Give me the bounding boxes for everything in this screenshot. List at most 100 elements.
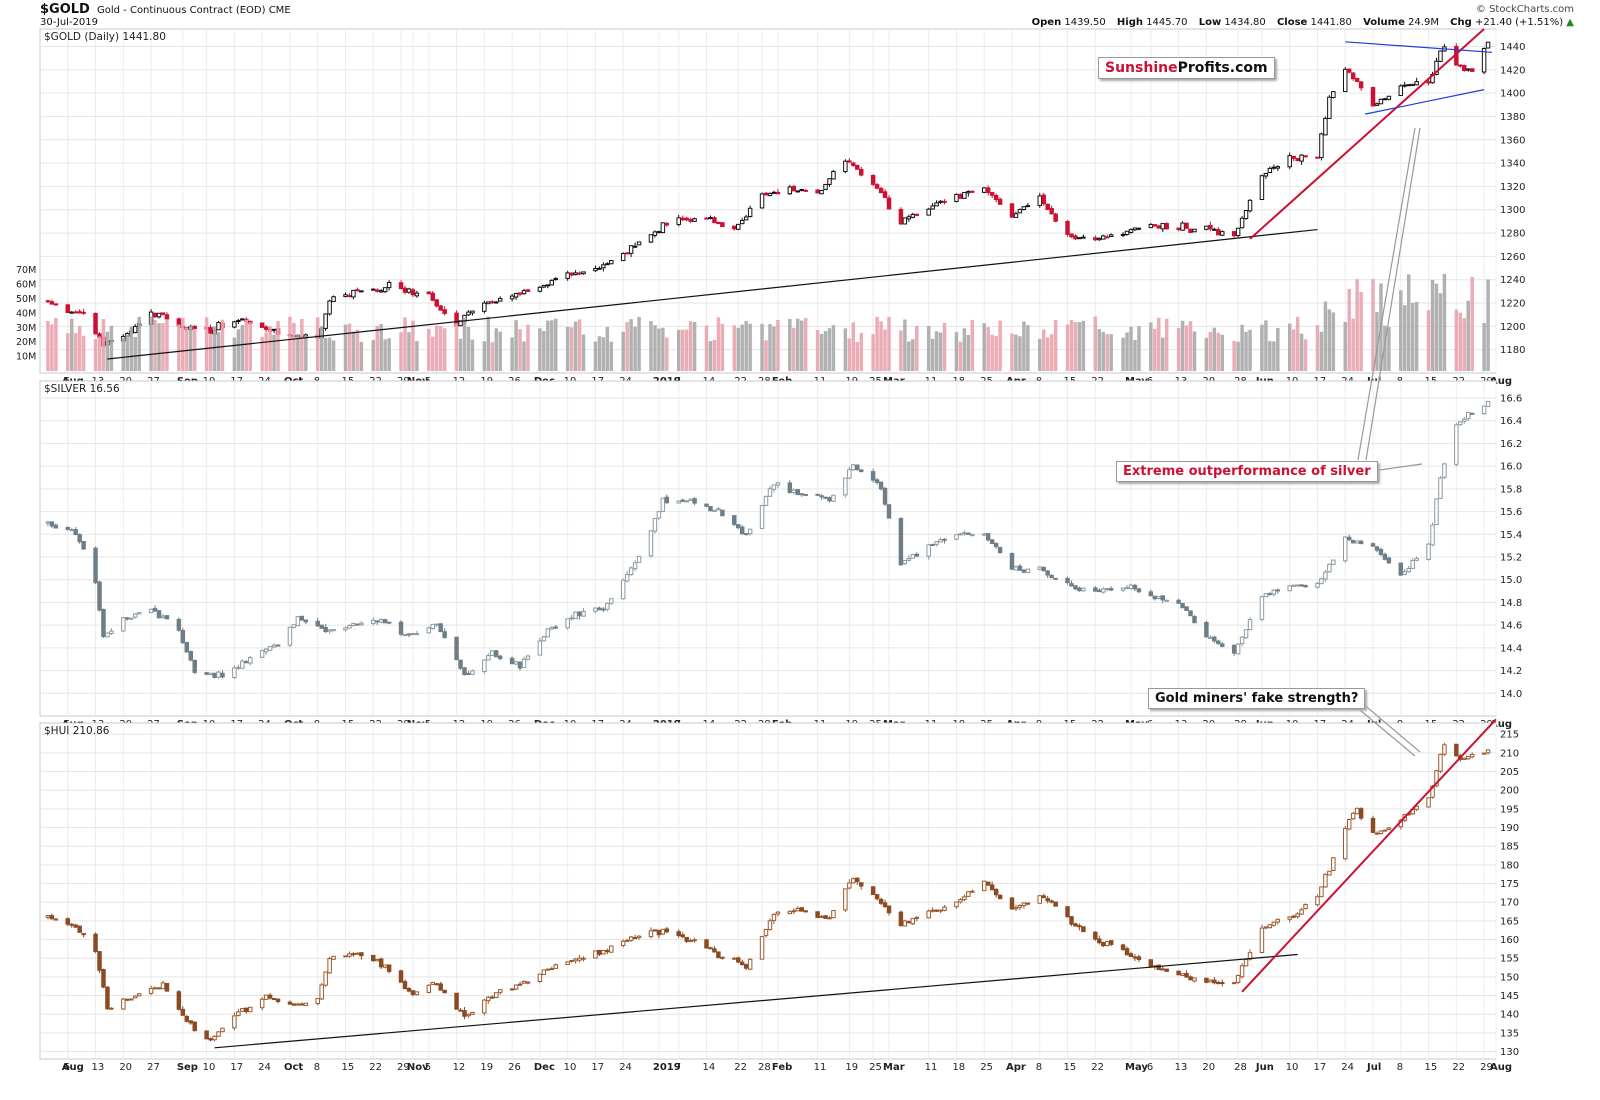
x-tick-label: 20: [1202, 1062, 1215, 1073]
candle-body: [930, 544, 935, 547]
candle-body: [458, 1009, 463, 1012]
candle-body: [843, 888, 848, 911]
candle-body: [708, 947, 713, 950]
volume-bar: [498, 331, 502, 371]
candle-body: [1017, 209, 1023, 214]
volume-bar: [764, 340, 768, 371]
y-tick-label: 16.6: [1500, 394, 1522, 405]
candle-body: [319, 624, 324, 629]
candle-body: [1077, 237, 1082, 240]
candle-body: [577, 611, 582, 617]
x-tick-label: 17: [1313, 1062, 1326, 1073]
volume-value: 24.9M: [1408, 17, 1439, 28]
candle-body: [823, 496, 828, 499]
candle-body: [605, 602, 610, 610]
volume-bar: [494, 328, 498, 371]
candle-body: [636, 241, 642, 246]
candle-body: [827, 917, 832, 920]
volume-bar: [966, 334, 971, 371]
candle-body: [494, 301, 499, 304]
candle-body: [1343, 68, 1348, 93]
volume-bar: [621, 331, 625, 371]
volume-bar: [1331, 312, 1336, 371]
candle-body: [351, 953, 356, 956]
candle-body: [739, 961, 745, 966]
candle-body: [775, 911, 781, 915]
candle-body: [684, 500, 689, 503]
candle-body: [382, 619, 388, 624]
candle-body: [525, 655, 531, 660]
candle-body: [1081, 236, 1086, 239]
candle-body: [240, 660, 245, 669]
candle-body: [1410, 83, 1415, 86]
candle-body: [1216, 640, 1221, 644]
volume-bar: [1458, 312, 1463, 371]
candle-body: [597, 607, 602, 611]
candle-body: [442, 309, 447, 314]
candle-body: [1267, 593, 1273, 596]
volume-bar: [1410, 302, 1415, 371]
x-tick-label: 22: [1091, 1062, 1104, 1073]
candle-body: [930, 205, 935, 210]
candle-body: [93, 547, 98, 584]
candle-body: [1021, 206, 1027, 210]
volume-bar: [272, 334, 276, 371]
volume-bar: [1018, 336, 1022, 371]
volume-bar: [185, 327, 189, 371]
candle-body: [537, 640, 543, 656]
candle-body: [1208, 979, 1213, 983]
candle-body: [1188, 228, 1193, 233]
volume-bar: [212, 326, 217, 371]
volume-bar: [1220, 334, 1224, 371]
candle-body: [1021, 902, 1027, 907]
candle-body: [1069, 233, 1074, 238]
candle-body: [942, 200, 947, 203]
x-tick-label: 8: [1397, 1062, 1403, 1073]
candle-body: [93, 312, 98, 335]
x-tick-label: 26: [508, 1062, 521, 1073]
y-tick-label: 130: [1500, 1047, 1519, 1058]
candle-body: [1093, 931, 1098, 940]
candle-body: [815, 493, 820, 496]
volume-bar: [514, 320, 518, 371]
callout-pointer-1: [1365, 127, 1421, 461]
volume-bar: [573, 321, 578, 371]
volume-bar: [1291, 329, 1296, 371]
candle-body: [204, 1030, 209, 1040]
candle-body: [105, 986, 110, 1010]
candle-body: [636, 555, 642, 563]
x-tick-label: 12: [453, 1062, 466, 1073]
candle-body: [902, 217, 908, 225]
volume-bar: [827, 328, 832, 371]
candle-body: [847, 882, 852, 889]
candle-body: [45, 300, 51, 303]
candle-body: [732, 957, 737, 960]
candle-body: [192, 325, 197, 329]
candle-body: [823, 915, 828, 919]
volume-bar: [1287, 323, 1292, 371]
candle-body: [1009, 552, 1015, 570]
volume-bar: [1347, 288, 1351, 371]
x-tick-label: 19: [480, 1062, 493, 1073]
candle-body: [1319, 578, 1324, 585]
volume-bar: [704, 325, 709, 371]
candle-body: [180, 629, 186, 644]
candle-body: [906, 216, 912, 220]
candle-body: [985, 881, 991, 886]
candle-body: [648, 530, 654, 557]
candle-body: [259, 650, 265, 658]
candle-body: [771, 484, 777, 490]
candle-body: [597, 267, 602, 270]
candle-body: [1303, 155, 1308, 158]
volume-bar: [1164, 318, 1169, 371]
candle-body: [347, 624, 352, 629]
volume-bar: [1133, 340, 1137, 371]
y-tick-label: 1320: [1500, 182, 1525, 193]
candle-body: [823, 183, 828, 190]
candle-body: [652, 517, 658, 532]
y-tick-label: 140: [1500, 1010, 1519, 1021]
volume-tick-label: 60M: [16, 280, 36, 291]
y-tick-label: 14.0: [1500, 689, 1522, 700]
candle-body: [882, 191, 888, 198]
volume-bar: [665, 337, 669, 371]
